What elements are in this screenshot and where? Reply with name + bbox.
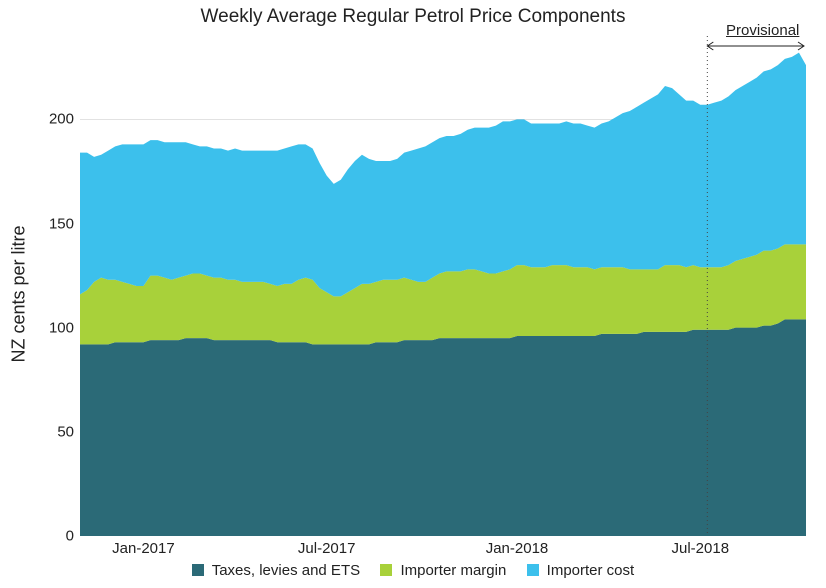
legend-item-margin: Importer margin [380,562,506,579]
legend-item-importer-cost: Importer cost [527,562,635,579]
x-tick-label: Jan-2018 [486,540,549,557]
legend-swatch-importer-cost [527,564,539,576]
x-tick-label: Jul-2018 [671,540,729,557]
chart-title: Weekly Average Regular Petrol Price Comp… [0,6,826,28]
legend-label-margin: Importer margin [400,562,506,579]
legend-item-taxes: Taxes, levies and ETS [192,562,360,579]
y-tick-label: 200 [34,111,74,128]
legend-swatch-taxes [192,564,204,576]
y-tick-label: 150 [34,215,74,232]
x-tick-label: Jan-2017 [112,540,175,557]
provisional-label: Provisional [726,22,799,39]
x-tick-label: Jul-2017 [298,540,356,557]
chart-container: Weekly Average Regular Petrol Price Comp… [0,0,826,588]
y-tick-label: 50 [34,423,74,440]
legend-label-taxes: Taxes, levies and ETS [212,562,360,579]
legend: Taxes, levies and ETS Importer margin Im… [0,562,826,579]
y-tick-label: 100 [34,319,74,336]
y-axis-label: NZ cents per litre [8,225,29,362]
legend-label-importer-cost: Importer cost [547,562,635,579]
y-tick-label: 0 [34,528,74,545]
chart-svg [80,36,806,536]
legend-swatch-margin [380,564,392,576]
plot-area [80,36,806,536]
